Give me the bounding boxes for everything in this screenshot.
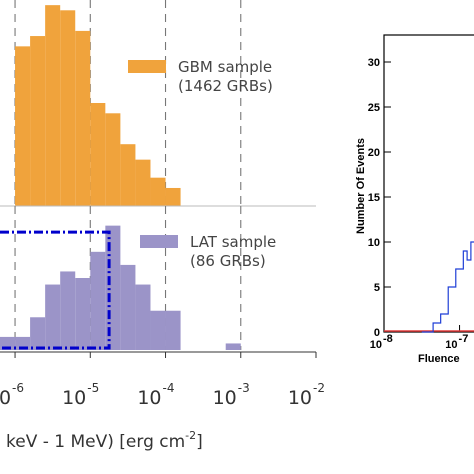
right-x-ticks: 10 -8 10 -7 [370, 325, 469, 351]
right-series [384, 241, 474, 333]
gbm-legend-swatch [128, 60, 166, 73]
right-y-axis-title: Number Of Events [355, 138, 367, 234]
tick-base: 10 [62, 387, 86, 409]
gbm-legend-count: (1462 GRBs) [178, 77, 273, 95]
lat-legend-swatch [140, 235, 178, 248]
gbm-bar [15, 46, 31, 206]
right-events-step [421, 241, 474, 333]
lat-x-axis-title-end: ] [196, 432, 203, 452]
right-x-tick-label: 10 [445, 339, 457, 351]
right-x-tick-exponent: -7 [459, 333, 469, 345]
lat-bar [120, 264, 136, 350]
tick-base: 10 [288, 387, 312, 409]
right-x-axis-title: Fluence [418, 353, 460, 365]
lat-bar [105, 225, 121, 350]
right-x-tick-exponent: -8 [383, 333, 393, 345]
gbm-histogram-panel: GBM sample (1462 GRBs) [0, 0, 316, 207]
gbm-bar [105, 113, 121, 206]
gbm-bar [30, 36, 46, 206]
lat-bar [90, 251, 106, 350]
gbm-bar [90, 103, 106, 206]
right-y-tick-label: 20 [368, 147, 380, 159]
lat-x-tick-exponent: -6 [12, 381, 24, 395]
lat-x-tick-exponent: -3 [238, 381, 250, 395]
lat-x-tick-exponent: -4 [163, 381, 175, 395]
right-y-tick-label: 30 [368, 57, 380, 69]
lat-x-axis-title: keV - 1 MeV) [erg cm-2] [6, 429, 203, 452]
lat-histogram-panel: LAT sample (86 GRBs) 10-610-510-410-310-… [0, 205, 325, 452]
lat-cumulative-line [0, 230, 111, 350]
lat-bar [30, 317, 46, 350]
right-y-ticks: 0 5 10 15 20 25 30 [368, 57, 391, 339]
gbm-bar [75, 30, 91, 207]
gbm-bar [45, 5, 61, 207]
lat-x-tick-label: 10 [0, 387, 11, 409]
lat-x-tick-label: 10 [213, 387, 237, 409]
lat-bar [135, 284, 151, 350]
right-x-tick-label: 10 [370, 339, 382, 351]
lat-legend-count: (86 GRBs) [190, 252, 266, 270]
right-y-tick-label: 10 [368, 237, 380, 249]
lat-x-tick-exponent: -5 [87, 381, 99, 395]
lat-x-tick-exponent: -2 [313, 381, 325, 395]
gbm-bar [60, 10, 76, 206]
gbm-bar [150, 177, 166, 206]
lat-bar [150, 310, 166, 350]
tick-base: 10 [137, 387, 161, 409]
lat-x-tick-label: 10 [288, 387, 312, 409]
gbm-bar [120, 144, 136, 206]
lat-cumulative-step [0, 230, 111, 350]
lat-x-ticks: 10-610-510-410-310-2 [0, 352, 325, 409]
gbm-bar [165, 187, 181, 206]
lat-bars [0, 225, 241, 350]
lat-legend-label: LAT sample [190, 233, 276, 251]
right-y-tick-label: 0 [374, 327, 380, 339]
gbm-bars [15, 5, 181, 207]
right-y-tick-label: 5 [374, 282, 380, 294]
lat-bar [60, 271, 76, 350]
lat-x-tick-label: 10 [137, 387, 161, 409]
lat-x-axis-title-sup: -2 [185, 429, 196, 442]
lat-bar [75, 278, 91, 350]
lat-x-tick-label: 10 [62, 387, 86, 409]
gbm-legend-label: GBM sample [178, 58, 272, 76]
right-y-tick-label: 25 [368, 102, 380, 114]
right-plot-frame [383, 34, 474, 333]
lat-bar [165, 310, 181, 350]
tick-base: 10 [213, 387, 237, 409]
right-y-tick-label: 15 [368, 192, 380, 204]
lat-bar [45, 284, 61, 350]
gbm-bar [135, 159, 151, 206]
tick-base: 10 [0, 387, 11, 409]
lat-x-axis-title-main: keV - 1 MeV) [erg cm [6, 432, 185, 452]
lat-bar [225, 343, 241, 350]
